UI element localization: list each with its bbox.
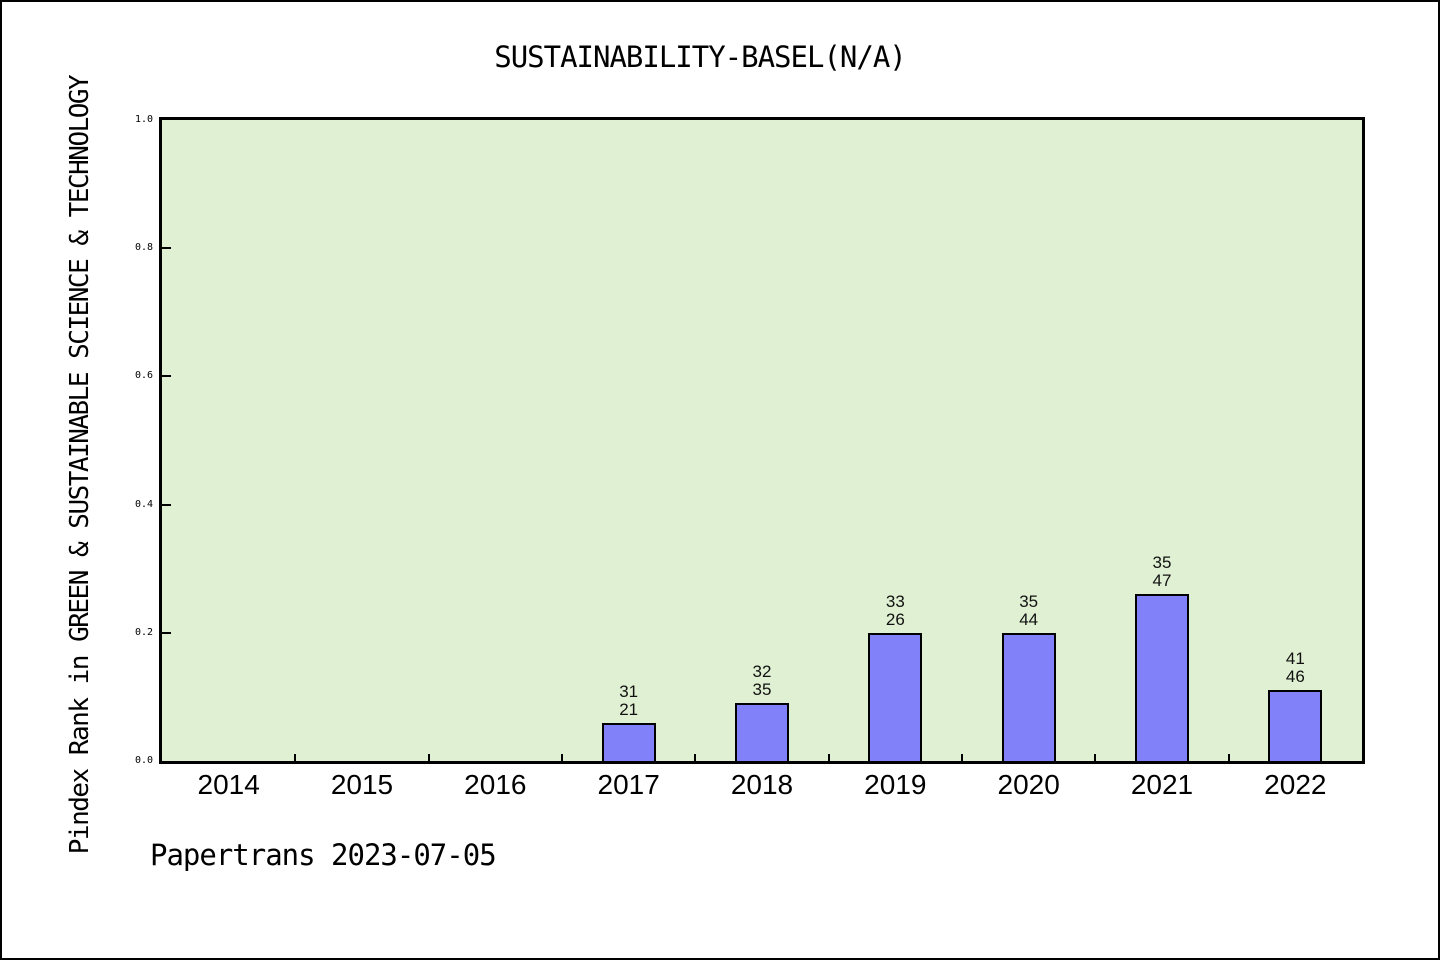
bar-value-label: 35 44: [989, 593, 1069, 629]
bar-value-line: 35: [1019, 592, 1039, 611]
x-minor-tick: [1094, 754, 1097, 761]
bar-value-line: 33: [885, 592, 905, 611]
y-tick-label: 0.8: [134, 242, 153, 254]
bar-value-line: 35: [1152, 553, 1172, 572]
x-minor-tick: [694, 754, 697, 761]
x-minor-tick: [961, 754, 963, 761]
x-tick-label: 2014: [197, 769, 260, 800]
y-tick-label: 0.6: [134, 370, 153, 382]
y-minor-tick: [162, 247, 171, 250]
bar-value-line: 21: [619, 700, 639, 719]
y-tick-label: 0.0: [134, 755, 153, 766]
x-tick-label: 2017: [597, 769, 660, 800]
watermark-text: Papertrans 2023-07-05: [150, 838, 497, 872]
y-minor-tick: [162, 375, 171, 378]
bar-value-label: 35 47: [1122, 554, 1202, 590]
x-tick-label: 2021: [1130, 769, 1194, 800]
plot-area: 2014 2015 2016 2017 31 21 2018 32 35 2019 33 26 2020…: [135, 114, 1365, 800]
bar-value-label: 33 26: [855, 593, 935, 629]
x-tick-label: 2016: [464, 769, 527, 800]
bar-value-line: 32: [752, 662, 772, 681]
y-axis-label: Pindex Rank in GREEN & SUSTAINABLE SCIEN…: [65, 75, 95, 855]
bar: [1268, 690, 1323, 761]
x-minor-tick: [1227, 754, 1230, 761]
bar-value-label: 41 46: [1255, 650, 1335, 686]
x-minor-tick: [427, 754, 430, 761]
y-minor-tick: [162, 631, 171, 634]
bar: [735, 703, 789, 761]
y-minor-tick: [162, 503, 171, 506]
bar: [1135, 594, 1189, 761]
x-minor-tick: [827, 754, 830, 761]
x-minor-tick: [294, 754, 297, 761]
bar: [601, 723, 656, 761]
x-tick-label: 2015: [330, 769, 394, 800]
bar-value-label: 31 21: [589, 683, 669, 719]
x-tick-label: 2022: [1264, 769, 1327, 800]
bar-value-line: 46: [1285, 667, 1305, 686]
bar-value-label: 32 35: [722, 663, 802, 699]
y-tick-label: 1.0: [134, 114, 153, 125]
bar-value-line: 41: [1285, 649, 1305, 668]
bar-value-line: 26: [885, 610, 905, 629]
x-tick-label: 2019: [864, 769, 927, 800]
bar-value-line: 47: [1152, 571, 1172, 590]
bar: [1001, 633, 1056, 761]
x-tick-label: 2018: [730, 769, 794, 800]
bar-value-line: 44: [1019, 610, 1039, 629]
bar: [868, 633, 923, 761]
bar-value-line: 35: [752, 680, 772, 699]
chart-title: SUSTAINABILITY-BASEL(N/A): [494, 40, 907, 74]
x-tick-label: 2020: [997, 769, 1060, 800]
y-tick-label: 0.4: [134, 498, 153, 510]
y-tick-label: 0.2: [134, 626, 153, 638]
x-minor-tick: [561, 754, 563, 761]
bar-value-line: 31: [619, 682, 639, 701]
